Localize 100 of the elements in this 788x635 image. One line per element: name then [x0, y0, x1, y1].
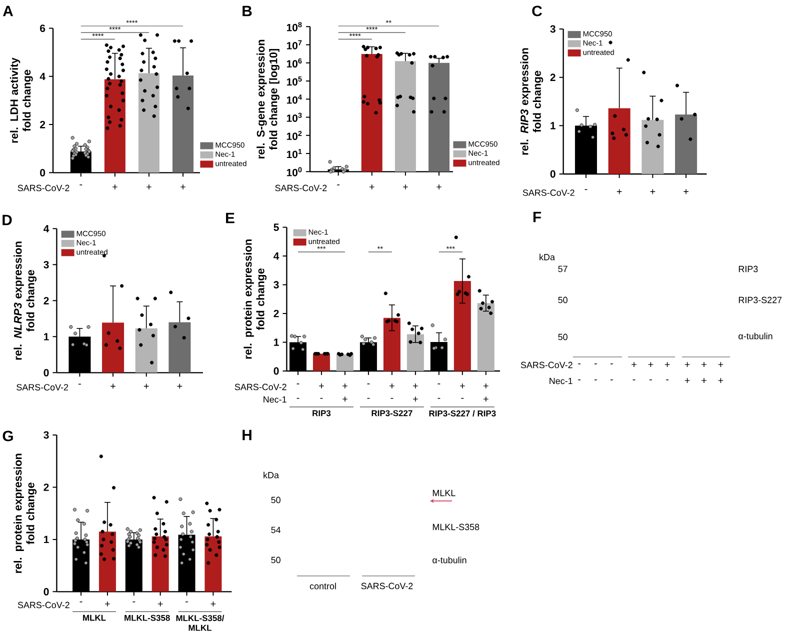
text: SARS-CoV-2	[361, 582, 413, 590]
text: -	[367, 398, 370, 399]
y-tick-label: 0	[274, 367, 279, 375]
x-tick-label: +	[413, 384, 418, 388]
x-tick-label: +	[105, 602, 110, 606]
x-axis-title: SARS-CoV-2	[522, 190, 574, 196]
x-tick-label: +	[112, 184, 118, 190]
x-axis-title: SARS-CoV-2	[234, 384, 286, 390]
text: -	[390, 398, 394, 399]
y-tick-label: 2	[40, 120, 46, 128]
x-tick-label: +	[460, 384, 465, 388]
text: +	[664, 362, 670, 367]
x-tick-label: +	[684, 189, 688, 194]
y-tick-label: 10$^{7}$	[286, 40, 302, 50]
y-axis-title: rel. protein expression fold change	[14, 454, 37, 573]
y-tick-label: 2	[274, 310, 279, 318]
y-tick-label: 3	[44, 431, 49, 439]
text: F	[533, 212, 542, 222]
text: α-tubulin	[432, 556, 466, 564]
text: 50	[271, 496, 280, 504]
x-tick-label: +	[616, 189, 622, 194]
y-tick-label: 10$^{2}$	[286, 130, 302, 140]
y-axis-title: rel. S-gene expression fold change [log10]	[256, 40, 280, 158]
x-tick-label: +	[177, 384, 182, 389]
y-tick-label: 0	[44, 588, 49, 596]
y-tick-label: 10$^{3}$	[286, 112, 302, 122]
text: RIP3-S227 / RIP3	[429, 410, 496, 416]
chart-title: C	[532, 6, 542, 16]
x-tick-label: +	[436, 184, 442, 190]
text: 50	[558, 296, 568, 304]
x-tick-label: +	[144, 384, 149, 389]
text: Nec-1	[550, 378, 572, 384]
y-tick-label: 0	[44, 368, 49, 376]
text: SARS-CoV-2	[520, 362, 572, 368]
text: -	[296, 398, 300, 399]
text: -	[320, 398, 323, 399]
x-tick-label: +	[342, 384, 348, 388]
text: MLKL-S358	[124, 614, 170, 621]
text: +	[342, 396, 348, 402]
chart-title: B	[242, 6, 252, 16]
y-tick-label: 1	[44, 536, 49, 544]
y-tick-label: 4	[40, 72, 46, 80]
y-tick-label: 2	[550, 74, 556, 81]
y-tick-label: 2	[44, 484, 49, 491]
text: kDa	[264, 472, 279, 478]
y-axis-title: rel. protein expression fold change	[244, 240, 267, 359]
y-tick-label: 5	[274, 224, 279, 231]
y-tick-label: 6	[40, 24, 46, 32]
x-tick-label: +	[650, 189, 656, 194]
x-axis-title: SARS-CoV-2	[275, 184, 327, 192]
text: MLKL-S358	[432, 524, 480, 530]
text: -	[438, 398, 440, 399]
text: Nec-1	[264, 396, 286, 403]
x-tick-label: +	[319, 384, 324, 388]
text: MLKL	[83, 614, 106, 621]
y-tick-label: 1	[274, 338, 279, 346]
text: MLKL-S358/ MLKL	[176, 614, 224, 631]
x-tick-label: +	[180, 184, 186, 190]
text: -	[610, 379, 613, 380]
x-tick-label: +	[403, 184, 408, 190]
text: -	[666, 379, 669, 380]
y-tick-label: 10$^{5}$	[286, 76, 302, 86]
text: H	[242, 430, 252, 440]
y-tick-label: 4	[274, 252, 280, 260]
text: +	[413, 396, 418, 402]
y-tick-label: 10$^{6}$	[286, 58, 302, 68]
text: -	[649, 379, 652, 380]
text: +	[648, 362, 654, 367]
x-axis-title: SARS-CoV-2	[18, 602, 70, 608]
y-tick-label: 2	[44, 297, 49, 304]
x-tick-label: +	[483, 384, 488, 388]
x-tick-label: +	[210, 602, 216, 606]
y-tick-label: 3	[274, 281, 279, 288]
text: +	[718, 362, 724, 367]
y-tick-label: 3	[44, 260, 49, 268]
chart-title: D	[2, 214, 12, 226]
y-tick-label: 1	[550, 122, 556, 130]
text: 50	[558, 334, 568, 340]
x-tick-label: +	[369, 184, 374, 190]
x-tick-label: +	[110, 384, 116, 389]
text: control	[310, 582, 336, 590]
x-tick-label: +	[146, 184, 152, 190]
x-tick-label: -	[80, 184, 82, 186]
text: RIP3	[738, 266, 758, 272]
text: RIP3-S227	[738, 296, 782, 304]
text: -	[594, 379, 597, 380]
y-tick-label: 10$^{4}$	[286, 94, 302, 104]
y-axis-title: rel. LDH activity fold change	[10, 58, 33, 143]
text: -	[632, 379, 636, 380]
text: 50	[271, 556, 280, 564]
x-tick-label: -	[337, 184, 340, 186]
y-tick-label: 3	[550, 25, 556, 33]
text: +	[684, 362, 690, 367]
text: +	[702, 362, 706, 367]
text: RIP3	[312, 410, 331, 416]
x-tick-label: -	[78, 384, 81, 385]
x-tick-label: +	[390, 384, 394, 388]
y-tick-label: 4	[44, 225, 50, 232]
text: α-tubulin	[738, 332, 772, 340]
chart-title: E	[226, 212, 234, 224]
